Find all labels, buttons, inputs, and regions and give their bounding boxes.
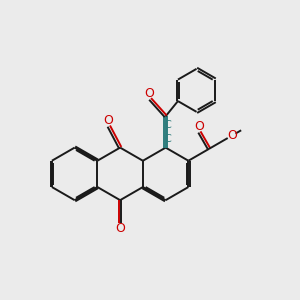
Text: C: C	[164, 120, 171, 130]
Text: O: O	[103, 114, 113, 127]
Text: C: C	[164, 134, 171, 144]
Text: O: O	[145, 87, 154, 100]
Text: O: O	[227, 129, 237, 142]
Text: O: O	[115, 222, 125, 235]
Text: O: O	[194, 120, 204, 133]
